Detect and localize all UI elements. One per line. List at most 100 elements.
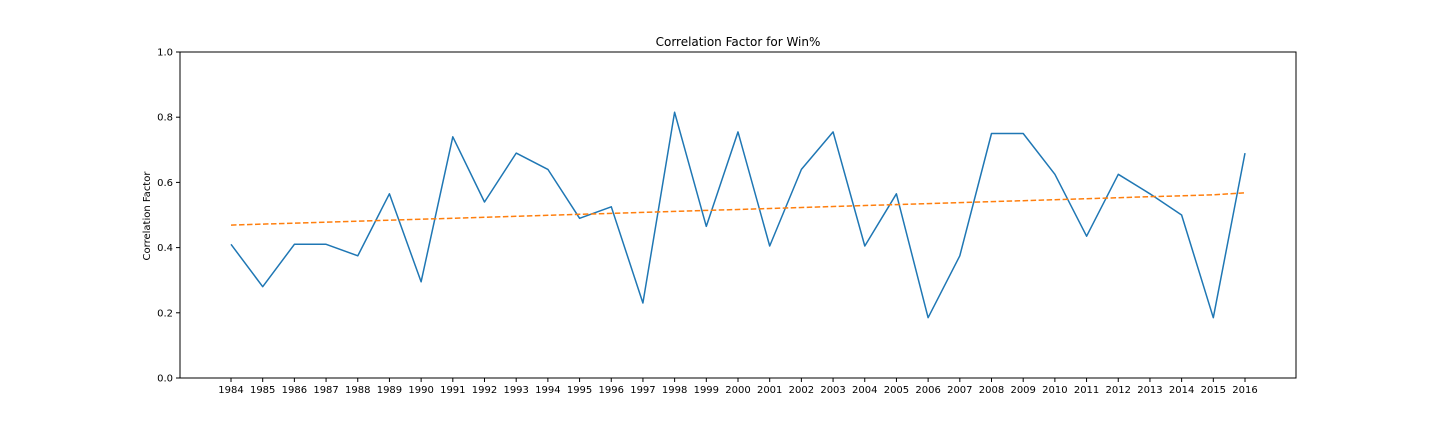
data-point — [230, 244, 232, 246]
plot-area-frame — [179, 51, 1297, 379]
x-tick-label: 1986 — [282, 385, 307, 396]
data-point — [769, 245, 771, 247]
x-tick-label: 1997 — [630, 385, 655, 396]
x-tick-label: 1996 — [599, 385, 624, 396]
x-tick-label: 2006 — [915, 385, 940, 396]
data-point — [927, 203, 929, 205]
data-point — [959, 255, 961, 257]
data-point — [801, 207, 803, 209]
data-point — [515, 216, 517, 218]
x-tick-label: 1990 — [408, 385, 433, 396]
data-point — [230, 224, 232, 226]
trend-line — [230, 192, 1246, 226]
y-axis-label: Correlation Factor — [142, 171, 153, 261]
data-point — [769, 208, 771, 210]
series-layer — [230, 111, 1246, 319]
data-point — [357, 255, 359, 257]
data-point — [1213, 194, 1215, 196]
data-point — [262, 223, 264, 225]
data-point — [1086, 235, 1088, 237]
chart-title: Correlation Factor for Win% — [656, 35, 821, 49]
data-point — [927, 317, 929, 319]
x-tick-label: 2016 — [1232, 385, 1257, 396]
data-point — [896, 204, 898, 206]
data-point — [547, 215, 549, 217]
data-point — [1149, 193, 1151, 195]
x-tick-label: 2010 — [1042, 385, 1067, 396]
data-point — [674, 112, 676, 114]
x-tick-label: 1993 — [503, 385, 528, 396]
data-point — [896, 193, 898, 195]
data-point — [1086, 198, 1088, 200]
x-tick-label: 2015 — [1201, 385, 1226, 396]
data-point — [832, 206, 834, 208]
x-tick-label: 1984 — [218, 385, 243, 396]
data-point — [991, 201, 993, 203]
y-tick-label: 0.8 — [157, 113, 173, 124]
data-point — [642, 212, 644, 214]
x-axis-ticks: 1984 1985 1986 1987 1988 1989 1990 1991 1992 1993… — [218, 378, 1258, 396]
data-point — [1022, 200, 1024, 202]
x-tick-label: 2013 — [1137, 385, 1162, 396]
x-tick-label: 2011 — [1074, 385, 1099, 396]
data-point — [1181, 195, 1183, 197]
x-tick-label: 2005 — [884, 385, 909, 396]
data-point — [1244, 192, 1246, 194]
x-tick-label: 2012 — [1106, 385, 1131, 396]
y-tick-label: 1.0 — [157, 48, 173, 59]
data-point — [610, 206, 612, 208]
y-tick-label: 0.6 — [157, 178, 173, 189]
data-point — [420, 281, 422, 283]
x-tick-label: 1994 — [535, 385, 560, 396]
x-tick-label: 1988 — [345, 385, 370, 396]
data-point — [832, 131, 834, 133]
x-tick-label: 2001 — [757, 385, 782, 396]
data-point — [737, 209, 739, 211]
data-point — [1022, 133, 1024, 135]
data-point — [515, 152, 517, 154]
data-point — [484, 216, 486, 218]
x-tick-label: 1987 — [313, 385, 338, 396]
x-tick-label: 2014 — [1169, 385, 1194, 396]
x-tick-label: 1985 — [250, 385, 275, 396]
x-tick-label: 2000 — [725, 385, 750, 396]
data-point — [1181, 214, 1183, 216]
data-point — [579, 214, 581, 216]
data-point — [864, 205, 866, 207]
data-point — [1117, 197, 1119, 199]
data-point — [1213, 317, 1215, 319]
data-point — [452, 136, 454, 138]
correlation-line — [230, 111, 1246, 319]
data-point — [357, 220, 359, 222]
data-point — [1054, 199, 1056, 201]
data-point — [389, 193, 391, 195]
x-tick-label: 1999 — [694, 385, 719, 396]
x-tick-label: 1998 — [662, 385, 687, 396]
y-tick-label: 0.4 — [157, 243, 173, 254]
data-point — [959, 202, 961, 204]
y-tick-label: 0.0 — [157, 374, 173, 385]
x-tick-label: 1995 — [567, 385, 592, 396]
data-point — [325, 244, 327, 246]
data-point — [452, 217, 454, 219]
data-point — [1054, 173, 1056, 175]
x-tick-label: 1991 — [440, 385, 465, 396]
data-point — [579, 217, 581, 219]
data-point — [801, 169, 803, 171]
data-point — [610, 213, 612, 215]
data-point — [642, 302, 644, 304]
data-point — [325, 221, 327, 223]
data-point — [991, 133, 993, 135]
y-axis-ticks: 0.0 0.2 0.4 0.6 0.8 1.0 — [157, 48, 180, 385]
x-tick-label: 1989 — [377, 385, 402, 396]
data-point — [737, 131, 739, 133]
x-tick-label: 2003 — [820, 385, 845, 396]
data-point — [389, 219, 391, 221]
x-tick-label: 2002 — [789, 385, 814, 396]
data-point — [864, 245, 866, 247]
x-tick-label: 2007 — [947, 385, 972, 396]
data-point — [262, 286, 264, 288]
data-point — [1244, 152, 1246, 154]
data-point — [547, 169, 549, 171]
